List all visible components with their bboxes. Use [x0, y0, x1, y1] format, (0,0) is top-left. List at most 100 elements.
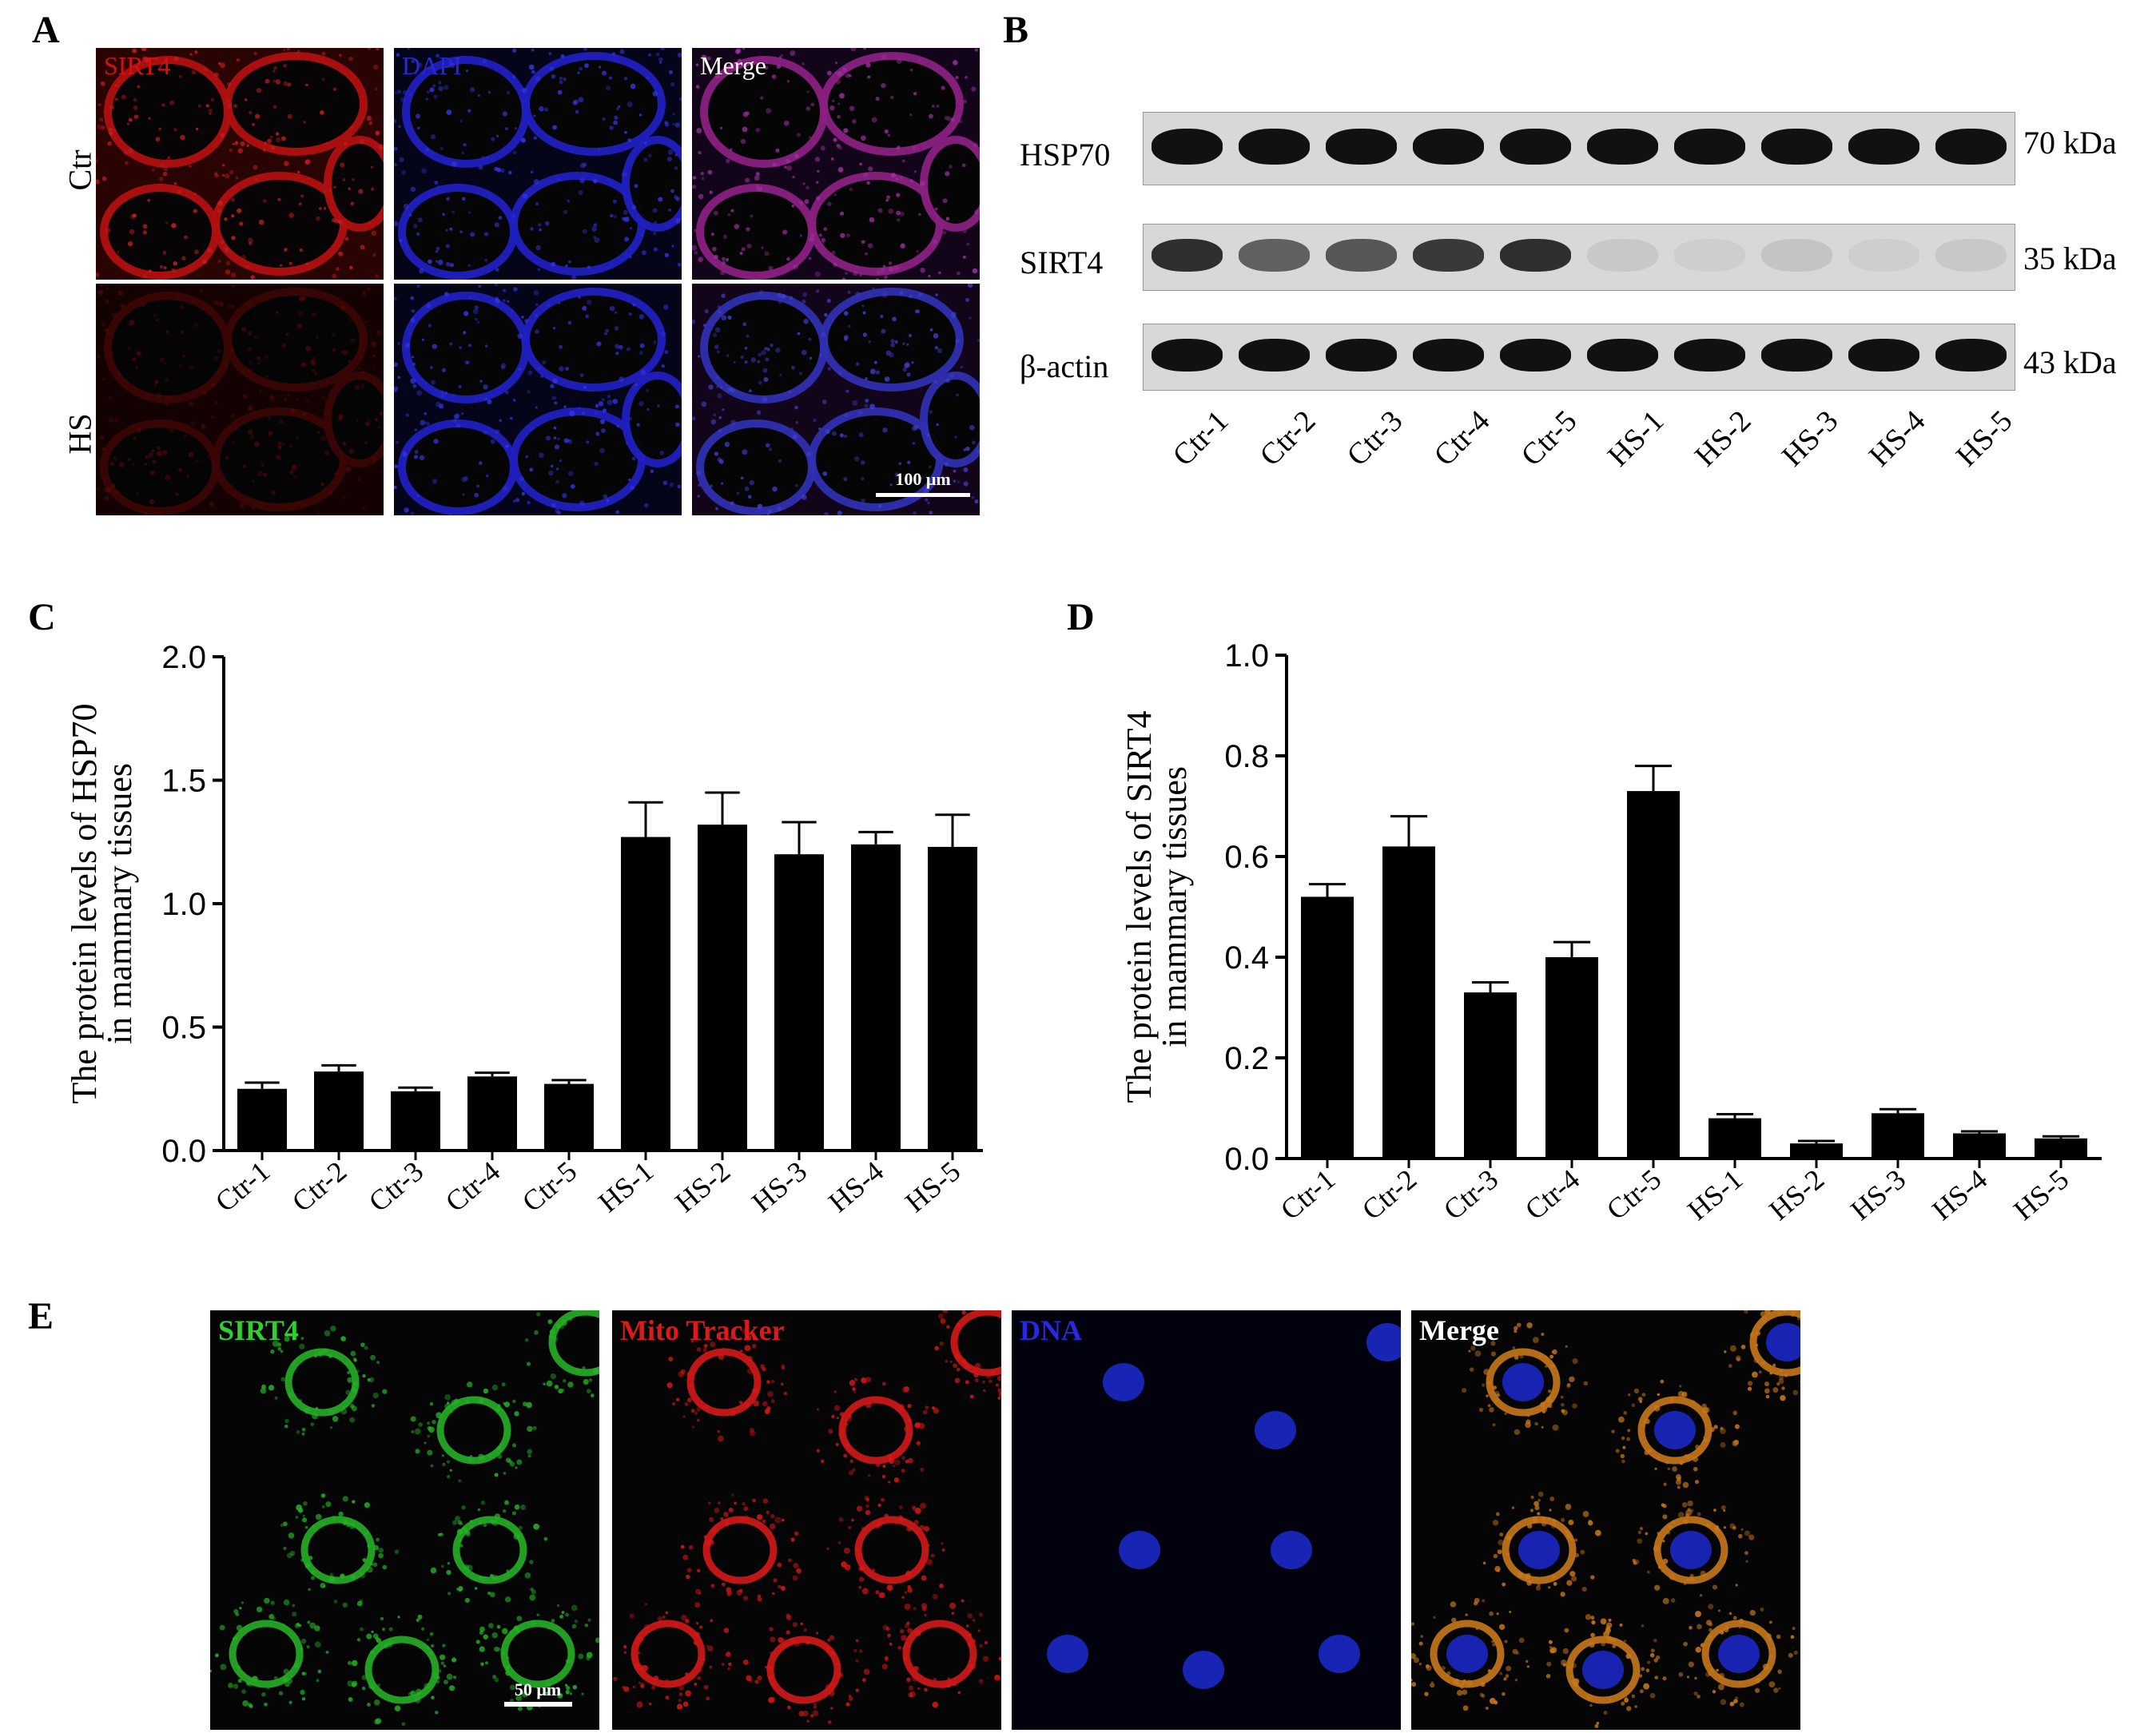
x-tick-label: Ctr-1	[1275, 1163, 1341, 1226]
micrograph-sirt4-hs	[96, 284, 384, 515]
bar-ctr-1	[1301, 896, 1354, 1159]
blot-band	[1587, 339, 1658, 372]
channel-label-mito-tracker: Mito Tracker	[620, 1314, 785, 1346]
micrograph-merge-hs: 100 μm	[692, 284, 980, 515]
x-tick-label: HS-5	[899, 1155, 966, 1218]
blot-band	[1413, 239, 1484, 272]
blot-band	[1152, 239, 1223, 272]
if-sirt4: SIRT4 50 μm	[210, 1310, 599, 1730]
bar-ctr-3	[391, 1091, 440, 1151]
channel-label-merge: Merge	[700, 51, 766, 80]
blot-sirt4	[1143, 224, 2015, 291]
channel-label-sirt4: SIRT4	[104, 51, 171, 80]
blot-band	[1848, 128, 1919, 165]
blot-band	[1587, 239, 1658, 272]
scale-bar-label: 100 μm	[895, 469, 951, 489]
y-axis-label: in mammary tissues	[100, 763, 139, 1044]
hsp70-bar-chart: 0.0 0.5 1.0 1.5 2.0 Ctr-1 Ctr-2 Ctr-3 Ctr-4 Ctr-5…	[65, 640, 991, 1218]
micrograph-merge-ctr: Merge	[692, 48, 980, 280]
blot-band	[1587, 128, 1658, 165]
x-tick-label: Ctr-4	[1519, 1163, 1585, 1226]
blot-band	[1848, 339, 1919, 372]
x-tick-label: Ctr-4	[440, 1155, 506, 1218]
bar-hs-4	[1953, 1133, 2006, 1159]
y-tick-label: 1.0	[161, 887, 206, 922]
channel-label-sirt4: SIRT4	[218, 1314, 299, 1346]
x-tick-label: Ctr-3	[363, 1155, 429, 1218]
bar-ctr-3	[1464, 992, 1517, 1159]
channel-label-merge: Merge	[1419, 1314, 1499, 1346]
blot-band	[1500, 339, 1571, 372]
bar-ctr-2	[1382, 846, 1435, 1159]
x-tick-label: HS-2	[1763, 1163, 1830, 1226]
y-axis-label: in mammary tissues	[1155, 766, 1194, 1047]
y-tick-label: 0.0	[1224, 1142, 1269, 1177]
scale-bar	[504, 1702, 572, 1707]
blot-band	[1674, 339, 1745, 372]
if-merge: Merge	[1411, 1310, 1800, 1730]
blot-protein-label: SIRT4	[1020, 244, 1104, 280]
x-tick-label: Ctr-1	[209, 1155, 276, 1218]
blot-size-label: 35 kDa	[2023, 240, 2117, 276]
chart-d: 0.0 0.2 0.4 0.6 0.8 1.0 Ctr-1 Ctr-2 Ctr-3 Ctr-4 Ct…	[1111, 623, 2110, 1262]
panel-d-letter: D	[1067, 596, 1095, 638]
x-tick-label: HS-5	[2007, 1163, 2074, 1226]
bar-ctr-2	[314, 1071, 364, 1151]
bar-ctr-4	[467, 1076, 517, 1151]
y-axis-label: The protein levels of SIRT4	[1120, 710, 1159, 1103]
x-tick-label: HS-4	[822, 1155, 889, 1218]
x-tick-label: Ctr-2	[286, 1155, 352, 1218]
bar-hs-2	[1790, 1143, 1843, 1159]
blot-band	[1239, 239, 1310, 272]
blot-band	[1326, 339, 1397, 372]
blot-band	[1326, 128, 1397, 165]
blot-band	[1239, 128, 1310, 165]
bar-hs-3	[1872, 1113, 1924, 1159]
x-tick-label: HS-2	[669, 1155, 736, 1218]
x-tick-label: Ctr-2	[1356, 1163, 1422, 1226]
blot-hsp70	[1143, 112, 2015, 185]
blot-band	[1500, 239, 1571, 272]
x-tick-label: HS-3	[1844, 1163, 1911, 1226]
bar-hs-1	[1708, 1118, 1761, 1159]
blot-band	[1935, 128, 2007, 165]
y-tick-label: 1.5	[161, 764, 206, 799]
panel-c-letter: C	[28, 596, 56, 638]
channel-label-dna: DNA	[1020, 1314, 1082, 1346]
blot-band	[1935, 339, 2007, 372]
y-tick-label: 0.8	[1224, 739, 1269, 774]
x-tick-label: Ctr-5	[1601, 1163, 1667, 1226]
y-tick-label: 1.0	[1224, 638, 1269, 674]
bar-hs-5	[928, 846, 977, 1151]
bar-ctr-4	[1545, 957, 1598, 1159]
blot-beta-actin	[1143, 324, 2015, 391]
if-dna: DNA	[1012, 1310, 1401, 1730]
blot-band	[1761, 128, 1832, 165]
if-mito-tracker: Mito Tracker	[612, 1310, 1001, 1730]
y-tick-label: 2.0	[161, 640, 206, 675]
blot-band	[1761, 339, 1832, 372]
bar-hs-3	[774, 854, 824, 1151]
bar-hs-4	[851, 844, 901, 1151]
bar-hs-5	[2035, 1138, 2087, 1159]
x-tick-label: Ctr-5	[516, 1155, 583, 1218]
blot-band	[1413, 128, 1484, 165]
x-tick-label: HS-3	[746, 1155, 813, 1218]
chart-c: 0.0 0.5 1.0 1.5 2.0 Ctr-1 Ctr-2 Ctr-3 Ctr-4 Ctr-5…	[64, 623, 991, 1246]
blot-band	[1674, 128, 1745, 165]
y-axis-label: The protein levels of HSP70	[65, 703, 104, 1103]
x-tick-label: HS-4	[1926, 1163, 1993, 1226]
y-tick-label: 0.4	[1224, 940, 1269, 976]
sirt4-bar-chart: 0.0 0.2 0.4 0.6 0.8 1.0 Ctr-1 Ctr-2 Ctr-3 Ctr-4 Ct…	[1120, 638, 2102, 1226]
blot-band	[1761, 239, 1832, 272]
blot-band	[1500, 128, 1571, 165]
blot-band	[1152, 128, 1223, 165]
scale-bar	[876, 493, 970, 497]
y-tick-label: 0.5	[161, 1011, 206, 1046]
panel-b-letter: B	[1003, 9, 1029, 51]
bar-ctr-5	[1627, 791, 1680, 1159]
micrograph-dapi-hs	[394, 284, 682, 515]
y-tick-label: 0.0	[161, 1134, 206, 1169]
micrograph-dapi-ctr: DAPI	[394, 48, 682, 280]
row-label-hs: HS	[62, 413, 98, 455]
